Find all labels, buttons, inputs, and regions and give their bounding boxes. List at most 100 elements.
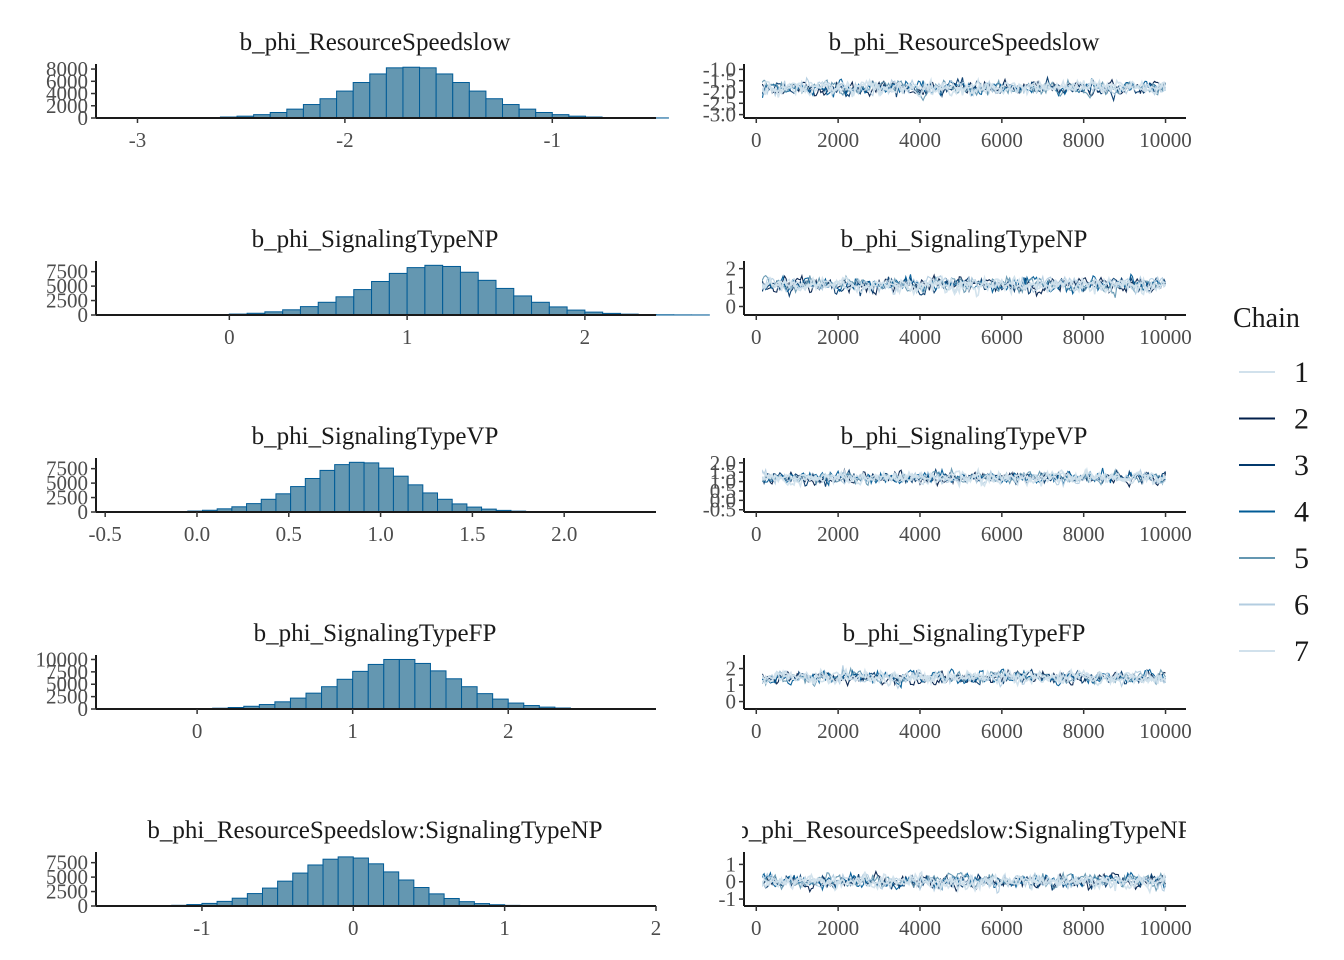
y-tick-label: 6000	[46, 69, 88, 93]
y-tick-label: 0.5	[710, 479, 736, 503]
histogram-bar	[277, 880, 294, 907]
y-tick-label: 0	[78, 500, 89, 524]
x-tick-label: 2000	[817, 916, 859, 940]
x-tick-label: 4000	[899, 916, 941, 940]
x-tick-label: 10000	[1139, 325, 1192, 349]
x-tick-label: 6000	[981, 719, 1023, 743]
histogram-bar	[428, 893, 445, 907]
y-tick-label: 1	[726, 852, 737, 876]
x-tick-label: 0	[192, 719, 203, 743]
trace-line-chain-5	[762, 871, 1166, 893]
histogram-bar	[286, 108, 304, 119]
histogram-bar	[352, 670, 369, 710]
panel-title: b_phi_ResourceSpeedslow:SignalingTypeNP	[736, 817, 1191, 844]
x-tick-label: 0	[348, 916, 359, 940]
x-tick-label: 10000	[1139, 522, 1192, 546]
panel-hist-signalingtypefp: b_phi_SignalingTypeFP 025005000750010000…	[36, 620, 656, 743]
histogram-bar	[369, 73, 387, 119]
legend-label: 4	[1294, 496, 1309, 529]
histogram-bar	[461, 686, 478, 710]
y-tick-label: 0	[78, 697, 89, 721]
x-tick-label: -3	[129, 128, 147, 152]
histogram-bar	[322, 858, 339, 907]
x-tick-label: 2000	[817, 325, 859, 349]
histogram-bar	[337, 856, 354, 907]
panel-hist-resourcespeedslow: b_phi_ResourceSpeedslow 0200040006000800…	[46, 29, 669, 152]
x-axis: -0.5 0.0 0.5 1.0 1.5 2.0	[89, 511, 656, 546]
x-tick-label: 4000	[899, 522, 941, 546]
y-tick-label: 7500	[46, 660, 88, 684]
histogram-bar	[402, 66, 421, 119]
x-tick-label: 10000	[1139, 128, 1192, 152]
panel-trace-signalingtypevp: b_phi_SignalingTypeVP -0.50.00.51.01.52.…	[703, 423, 1192, 546]
histogram-bar	[429, 670, 447, 710]
y-tick-label: 1	[726, 276, 737, 300]
histogram-bar	[319, 98, 338, 119]
y-tick-label: 2500	[46, 289, 88, 313]
x-tick-label: 2000	[817, 128, 859, 152]
y-tick-label: 5000	[46, 471, 88, 495]
histogram-bar	[442, 265, 461, 316]
histogram-bar	[304, 477, 321, 513]
panel-hist-interaction-np: b_phi_ResourceSpeedslow:SignalingTypeNP …	[46, 817, 661, 940]
trace-line-chain-1	[762, 872, 1166, 893]
x-axis: -3 -2 -1	[96, 117, 656, 152]
histogram-bar	[371, 280, 390, 316]
histogram-bar	[388, 272, 408, 316]
y-tick-label: 5000	[46, 865, 88, 889]
x-tick-label: 6000	[981, 916, 1023, 940]
y-axis: -3.0-2.5-2.0-1.5-1.0	[703, 57, 745, 127]
panel-trace-signalingtypenp: b_phi_SignalingTypeNP 012 0 2000 4000 6000 8…	[726, 226, 1192, 349]
histogram-bar	[424, 264, 444, 316]
histogram-bar	[363, 462, 380, 513]
y-tick-label: 0	[726, 294, 737, 318]
y-tick-label: -0.5	[703, 498, 736, 522]
histogram-bar	[492, 698, 509, 710]
x-tick-label: 8000	[1063, 128, 1105, 152]
panel-title: b_phi_ResourceSpeedslow	[240, 29, 511, 56]
y-tick-label: -2.0	[703, 80, 736, 104]
histogram-bar	[274, 701, 291, 710]
x-tick-label: 6000	[981, 128, 1023, 152]
x-tick-label: 8000	[1063, 719, 1105, 743]
x-axis: 0 2000 4000 6000 8000 10000	[744, 511, 1192, 546]
histogram-bar	[260, 498, 277, 513]
y-tick-label: 0	[78, 894, 89, 918]
x-tick-label: 0	[751, 719, 762, 743]
trace-line-chain-7	[762, 466, 1166, 489]
y-axis: -0.50.00.51.01.52.0	[703, 451, 745, 522]
y-tick-label: -1.5	[703, 69, 736, 93]
y-tick-label: 10000	[36, 647, 89, 671]
histogram-bar	[246, 503, 262, 513]
histogram-bar	[518, 108, 537, 119]
x-tick-label: -1	[544, 128, 562, 152]
histogram-bar	[289, 697, 307, 710]
panel-trace-resourcespeedslow: b_phi_ResourceSpeedslow -3.0-2.5-2.0-1.5…	[703, 29, 1192, 152]
legend-items: 1 2 3 4 5 6 7	[1239, 356, 1309, 668]
histogram-bar	[334, 464, 350, 513]
histogram-bar	[414, 662, 431, 710]
x-tick-label: 4000	[899, 719, 941, 743]
x-tick-label: 4000	[899, 325, 941, 349]
legend-label: 5	[1294, 542, 1309, 575]
histogram-bar	[246, 893, 263, 907]
histogram-bar	[398, 879, 415, 907]
histogram-bar	[406, 267, 426, 316]
histogram-bar	[413, 887, 430, 907]
y-tick-label: 2.0	[710, 451, 736, 475]
histogram-bar	[476, 693, 494, 710]
x-tick-label: 1	[347, 719, 358, 743]
y-tick-label: 8000	[46, 57, 88, 81]
panel-title: b_phi_ResourceSpeedslow:SignalingTypeNP	[147, 817, 602, 844]
x-tick-label: -0.5	[89, 522, 122, 546]
histogram-bar	[548, 306, 568, 316]
histogram-bar	[452, 82, 470, 119]
histogram-bars	[134, 658, 634, 710]
panel-title: b_phi_SignalingTypeNP	[841, 226, 1088, 253]
histogram-bar	[367, 863, 385, 907]
histogram-bar	[445, 678, 463, 710]
